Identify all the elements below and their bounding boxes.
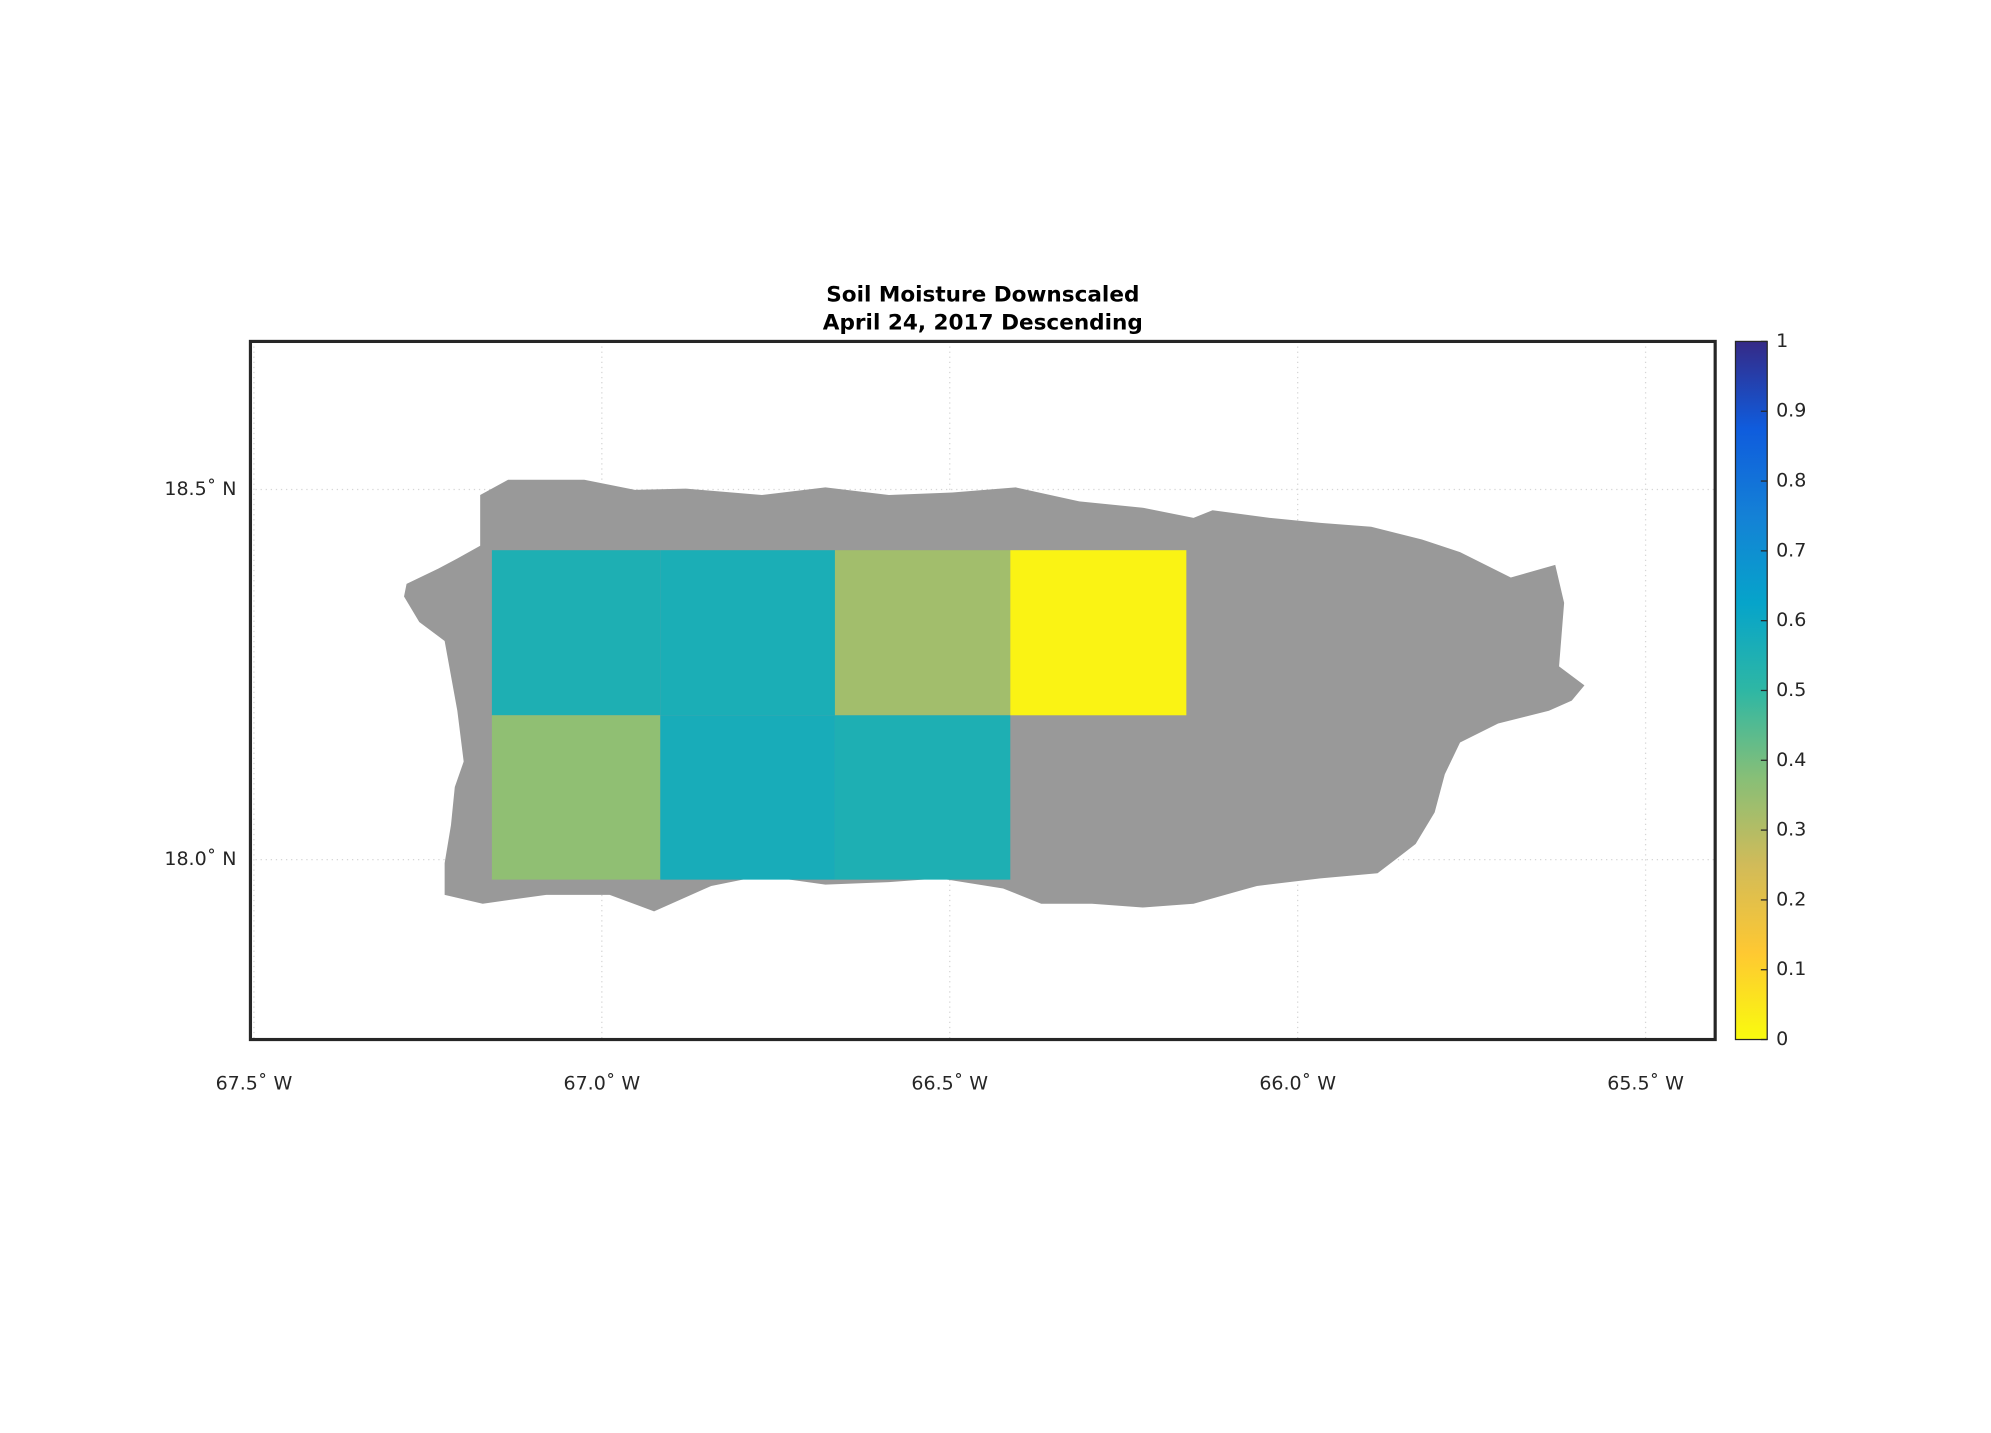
x-tick-label: 66.0˚ W — [1259, 1072, 1336, 1094]
map-frame — [248, 339, 1717, 1042]
colorbar-tick-label: 1 — [1776, 330, 1788, 352]
colorbar-tick-label: 0.1 — [1776, 958, 1806, 980]
colorbar-tick-label: 0.6 — [1776, 609, 1806, 631]
x-tick-label: 66.5˚ W — [911, 1072, 988, 1094]
moisture-cell — [491, 550, 661, 716]
moisture-cell — [834, 715, 1011, 880]
colorbar-tick-label: 0.8 — [1776, 470, 1806, 492]
chart-subtitle: April 24, 2017 Descending — [823, 311, 1143, 336]
colorbar-tick-label: 0 — [1776, 1028, 1788, 1050]
y-tick-label: 18.5˚ N — [164, 478, 236, 500]
moisture-cell — [660, 715, 835, 880]
colorbar-tick-label: 0.4 — [1776, 749, 1806, 771]
x-tick-label: 65.5˚ W — [1607, 1072, 1684, 1094]
colorbar-tick-label: 0.3 — [1776, 819, 1806, 841]
colorbar-tick-label: 0.9 — [1776, 400, 1806, 422]
x-tick-label: 67.0˚ W — [563, 1072, 640, 1094]
colorbar-tick-label: 0.5 — [1776, 679, 1806, 701]
x-tick-label: 67.5˚ W — [216, 1072, 293, 1094]
colorbar-tick-label: 0.7 — [1776, 539, 1806, 561]
moisture-cell — [491, 715, 661, 880]
moisture-cell — [660, 550, 835, 716]
y-tick-label: 18.0˚ N — [164, 848, 236, 870]
chart-title: Soil Moisture Downscaled — [826, 283, 1139, 308]
moisture-cell — [1010, 550, 1187, 716]
colorbar-tick-label: 0.2 — [1776, 888, 1806, 910]
moisture-cell — [834, 550, 1011, 716]
